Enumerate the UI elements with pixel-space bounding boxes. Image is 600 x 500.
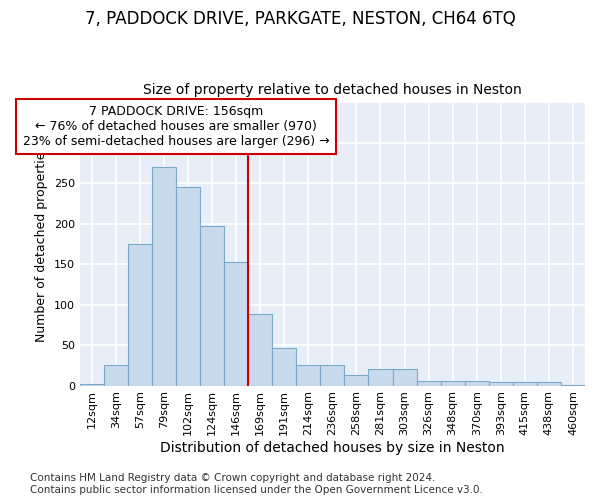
Bar <box>176 188 200 386</box>
Text: 7 PADDOCK DRIVE: 156sqm
← 76% of detached houses are smaller (970)
23% of semi-d: 7 PADDOCK DRIVE: 156sqm ← 76% of detache… <box>23 105 329 148</box>
Bar <box>128 244 152 386</box>
Bar <box>513 382 537 386</box>
Bar <box>368 370 392 386</box>
Bar <box>320 366 344 386</box>
Bar <box>561 385 585 386</box>
Bar <box>152 167 176 386</box>
Bar <box>344 375 368 386</box>
Y-axis label: Number of detached properties: Number of detached properties <box>35 146 48 342</box>
Bar <box>200 226 224 386</box>
Bar <box>104 366 128 386</box>
Bar <box>392 370 416 386</box>
Bar <box>248 314 272 386</box>
Text: Contains HM Land Registry data © Crown copyright and database right 2024.
Contai: Contains HM Land Registry data © Crown c… <box>30 474 483 495</box>
Title: Size of property relative to detached houses in Neston: Size of property relative to detached ho… <box>143 83 522 97</box>
Bar <box>80 384 104 386</box>
Bar <box>224 262 248 386</box>
Bar <box>440 380 465 386</box>
Bar <box>465 380 489 386</box>
Text: 7, PADDOCK DRIVE, PARKGATE, NESTON, CH64 6TQ: 7, PADDOCK DRIVE, PARKGATE, NESTON, CH64… <box>85 10 515 28</box>
Bar <box>272 348 296 386</box>
X-axis label: Distribution of detached houses by size in Neston: Distribution of detached houses by size … <box>160 441 505 455</box>
Bar <box>416 380 440 386</box>
Bar <box>296 366 320 386</box>
Bar <box>537 382 561 386</box>
Bar <box>489 382 513 386</box>
